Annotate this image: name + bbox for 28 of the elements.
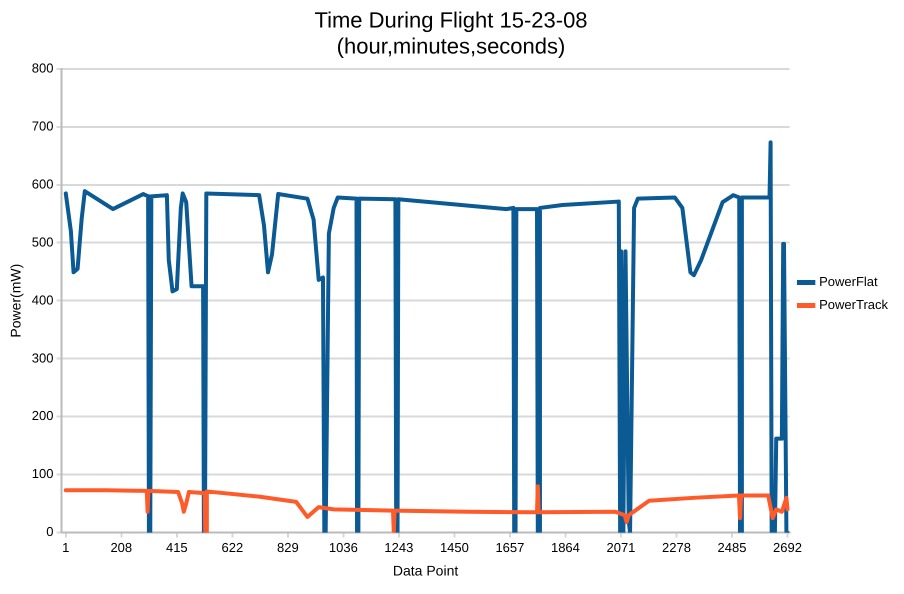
y-tick-label: 400	[32, 292, 54, 308]
y-tick-label: 300	[32, 350, 54, 366]
legend-label: PowerFlat	[819, 274, 878, 290]
y-tick-label: 500	[32, 234, 54, 250]
x-tick-label: 1450	[440, 540, 469, 555]
y-tick-label: 100	[32, 466, 54, 482]
x-tick-label: 2485	[718, 540, 746, 555]
y-tick-label: 800	[32, 60, 54, 76]
x-tick-label: 2278	[662, 540, 691, 555]
y-tick-label: 600	[32, 176, 54, 192]
y-axis-title: Power(mW)	[7, 264, 24, 338]
x-tick-label: 1864	[550, 540, 580, 555]
y-tick-label: 700	[32, 118, 54, 134]
x-axis-title: Data Point	[392, 562, 458, 578]
chart-title: Time During Flight 15-23-08 (hour,minutes,seconds)	[314, 7, 588, 59]
x-tick-label: 415	[166, 540, 188, 555]
legend-label: PowerTrack	[819, 297, 888, 312]
x-tick-label: 829	[276, 540, 299, 555]
x-tick-label: 208	[110, 540, 132, 555]
x-tick-label: 2692	[773, 540, 802, 555]
x-tick-label: 1657	[495, 540, 524, 555]
x-tick-label: 1	[62, 540, 70, 555]
x-tick-label: 1036	[328, 540, 358, 555]
x-tick-label: 2071	[606, 540, 636, 555]
x-tick-label: 622	[221, 540, 244, 555]
x-tick-label: 1243	[384, 540, 414, 555]
y-tick-label: 200	[32, 408, 54, 424]
y-tick-label: 0	[46, 524, 54, 540]
